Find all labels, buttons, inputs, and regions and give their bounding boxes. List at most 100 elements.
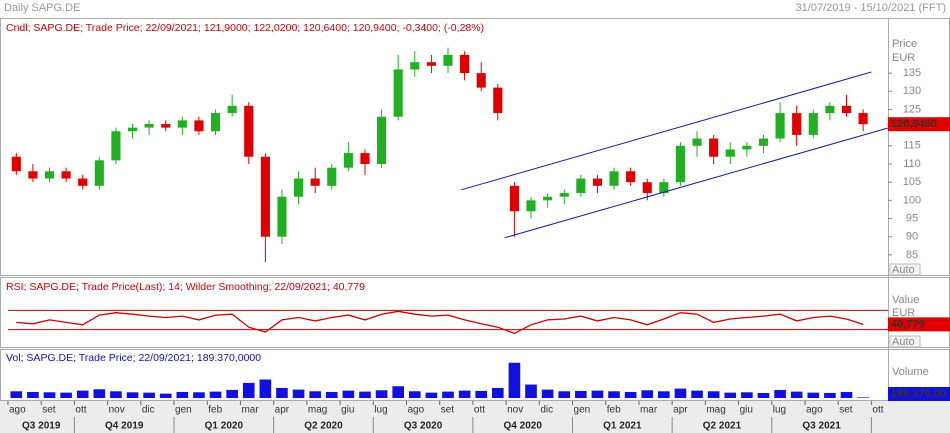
volume-bar [824,392,836,398]
candle-body [310,178,320,186]
candle-body [808,113,818,135]
quarter-label: Q3 2021 [802,421,841,432]
month-label: giu [740,405,753,416]
y-tick-label: 110 [903,158,921,170]
month-label: set [42,405,56,416]
volume-bar [558,391,571,398]
window-title: Daily SAPG.DE [4,2,80,14]
candle-body [692,138,702,146]
volume-bar [375,390,388,398]
month-label: set [839,405,853,416]
candle-body [260,156,270,237]
volume-bar [757,392,770,398]
volume-bar [741,392,753,398]
volume-bar [259,379,272,398]
candle-body [161,124,171,128]
candle-body [509,185,519,212]
volume-bar [325,391,338,398]
candle-body [758,138,769,146]
candle-body [244,105,254,157]
volume-bar [807,392,820,398]
volume-bar [76,390,89,398]
y-tick-label: 125 [903,103,921,115]
y-tick-label: 105 [903,176,921,188]
month-label: gen [574,405,591,416]
volume-bar [159,393,172,398]
candle-body [626,171,636,183]
volume-bar [242,382,255,398]
volume-bar [93,389,106,398]
candle-body [792,113,802,135]
volume-bar [857,397,869,398]
volume-bar [674,388,687,398]
month-label: lug [374,405,387,416]
axis-unit: EUR [892,307,915,319]
candle-body [725,149,735,157]
last-value-box [888,387,950,401]
quarter-label: Q3 2019 [22,421,61,432]
candle-body [94,160,104,186]
candle-body [28,171,38,179]
month-label: set [441,405,455,416]
quarter-label: Q3 2020 [404,421,443,432]
date-range: 31/07/2019 - 15/10/2021 (FFT) [796,2,946,14]
month-label: ago [407,405,424,416]
candle-body [659,182,669,194]
volume-bar [209,391,222,398]
candle-body [709,138,719,157]
axis-label: Volume [892,366,929,378]
candle-body [493,87,503,114]
month-label: nov [507,405,523,416]
candle-body [841,105,852,114]
candle-body [127,127,138,132]
candle-body [576,178,586,194]
volume-bar [724,392,737,398]
month-label: mag [308,405,327,416]
candle-body [393,69,403,117]
month-label: nov [109,405,125,416]
candle-body [742,145,752,150]
scale-mode-button[interactable] [889,335,921,348]
volume-bar [541,389,554,398]
volume-bar [143,392,155,398]
y-tick-label: 115 [903,140,921,152]
candle-body [227,105,237,114]
month-label: ott [474,405,485,416]
volume-bar [458,390,471,398]
month-label: mar [241,405,259,416]
volume-bar [425,392,438,398]
candle-body [858,113,868,125]
volume-bar [608,391,620,398]
candle-body [11,156,21,172]
volume-bar [774,389,786,398]
volume-bar [575,390,587,398]
last-value: 40,779 [891,318,925,330]
candle-body [111,131,121,161]
volume-bar [342,390,355,398]
volume-bar [126,392,139,398]
candle-body [277,196,287,237]
candle-body [476,73,486,88]
candle-body [78,178,88,186]
volume-bar [475,390,488,398]
month-label: ott [75,405,86,416]
volume-bar [641,390,654,398]
volume-bar [309,391,321,398]
candle-body [327,167,337,186]
volume-bar [790,391,803,398]
scale-mode: Auto [892,264,915,276]
scale-mode-button[interactable] [889,263,921,276]
candle-body [609,171,619,186]
volume-bar [43,392,56,398]
month-label: ago [9,405,26,416]
candle-body [775,113,785,139]
candle-body [360,153,370,164]
volume-bar [408,391,421,398]
volume-bar [691,390,703,398]
y-tick-label: 130 [903,85,921,97]
quarter-label: Q2 2020 [304,421,343,432]
candle-body [194,120,204,132]
volume-bar [176,391,189,398]
month-label: mar [640,405,658,416]
